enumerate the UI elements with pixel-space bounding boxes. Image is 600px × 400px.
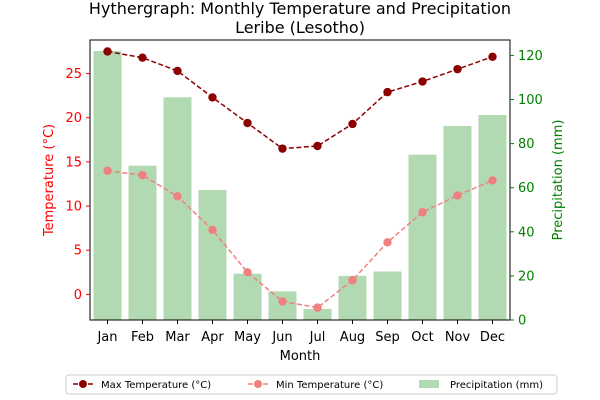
x-tick-label-sep: Sep [375, 330, 400, 345]
axis-ticks: Jan Feb Mar Apr May Jun Jul Aug Sep Oct Nov Dec 0 5 10… [65, 49, 542, 345]
x-tick-label-oct: Oct [411, 330, 433, 345]
min-temp-point-nov [453, 191, 462, 200]
y-left-tick-label-25: 25 [65, 67, 82, 82]
precipitation-bars [93, 51, 507, 320]
x-tick-label-may: May [234, 330, 261, 345]
min-temp-point-jan [103, 166, 112, 175]
y-axis-left-label: Temperature (°C) [42, 124, 57, 237]
min-temp-point-feb [138, 170, 147, 180]
y-axis-right-label: Precipitation (mm) [551, 120, 566, 241]
x-tick-label-jul: Jul [309, 330, 326, 345]
y-right-tick-label-0: 0 [518, 314, 526, 329]
min-temp-point-aug [348, 276, 357, 285]
x-axis-label: Month [280, 349, 321, 364]
legend-precip-marker [419, 380, 439, 388]
x-tick-label-aug: Aug [340, 330, 365, 345]
precip-bar-may [233, 273, 262, 320]
y-left-tick-label-0: 0 [74, 288, 82, 303]
y-left-tick-label-10: 10 [65, 200, 82, 215]
y-right-tick-label-40: 40 [518, 225, 535, 240]
max-temp-line [107, 50, 493, 150]
x-tick-label-mar: Mar [165, 330, 190, 345]
legend-precip-label: Precipitation (mm) [450, 380, 543, 391]
max-temp-point-nov [453, 64, 462, 74]
precip-bar-nov [443, 125, 472, 320]
chart-title: Hythergraph: Monthly Temperature and Pre… [89, 0, 511, 18]
y-right-tick-label-80: 80 [518, 137, 535, 152]
x-tick-label-apr: Apr [201, 330, 224, 345]
min-temp-point-jul [313, 303, 322, 312]
max-temp-point-feb [138, 53, 147, 62]
precip-bar-jan [93, 51, 122, 320]
legend-min-label: Min Temperature (°C) [276, 380, 383, 391]
chart-subtitle: Leribe (Lesotho) [235, 18, 365, 37]
min-temp-point-oct [418, 208, 427, 217]
y-left-tick-label-20: 20 [65, 111, 82, 126]
precip-bar-dec [478, 114, 507, 320]
precip-bar-feb [128, 165, 157, 320]
max-temp-point-jul [313, 141, 322, 151]
max-temp-point-mar [173, 66, 182, 76]
precip-bar-jun [268, 291, 297, 320]
temperature-lines [103, 47, 497, 312]
max-temp-point-sep [383, 87, 392, 97]
y-left-tick-label-5: 5 [74, 244, 82, 259]
x-tick-label-jun: Jun [271, 330, 292, 345]
y-right-tick-label-120: 120 [518, 49, 543, 64]
max-temp-point-jan [103, 47, 112, 56]
precip-bar-jul [303, 308, 332, 320]
y-right-tick-label-60: 60 [518, 181, 535, 196]
min-temp-point-dec [488, 176, 497, 185]
x-tick-label-nov: Nov [445, 330, 471, 345]
min-temp-point-mar [173, 192, 182, 201]
precip-bar-apr [198, 189, 227, 320]
min-temp-point-apr [208, 225, 217, 235]
min-temp-point-may [243, 268, 252, 277]
min-temp-point-sep [383, 238, 392, 247]
precip-bar-sep [373, 271, 402, 320]
precip-bar-oct [408, 154, 437, 320]
plot-frame [89, 39, 511, 321]
min-temp-line [107, 169, 493, 309]
legend-max-marker [79, 380, 87, 388]
max-temp-point-jun [278, 144, 287, 153]
max-temp-point-oct [418, 77, 427, 86]
min-temp-point-jun [278, 297, 287, 306]
x-tick-label-feb: Feb [131, 330, 154, 345]
max-temp-point-apr [208, 93, 217, 102]
max-temp-point-aug [348, 119, 357, 129]
max-temp-point-dec [488, 52, 497, 61]
max-temp-point-may [243, 118, 252, 128]
x-tick-label-dec: Dec [480, 330, 505, 345]
legend-max-label: Max Temperature (°C) [101, 380, 211, 391]
y-right-tick-label-20: 20 [518, 269, 535, 284]
y-right-tick-label-100: 100 [518, 93, 543, 108]
legend-min-marker [254, 380, 262, 388]
legend-frame [65, 374, 558, 395]
precip-bar-mar [163, 97, 192, 320]
legend: Max Temperature (°C) Min Temperature (°C… [65, 374, 558, 395]
x-tick-label-jan: Jan [96, 330, 117, 345]
y-left-tick-label-15: 15 [65, 155, 82, 170]
